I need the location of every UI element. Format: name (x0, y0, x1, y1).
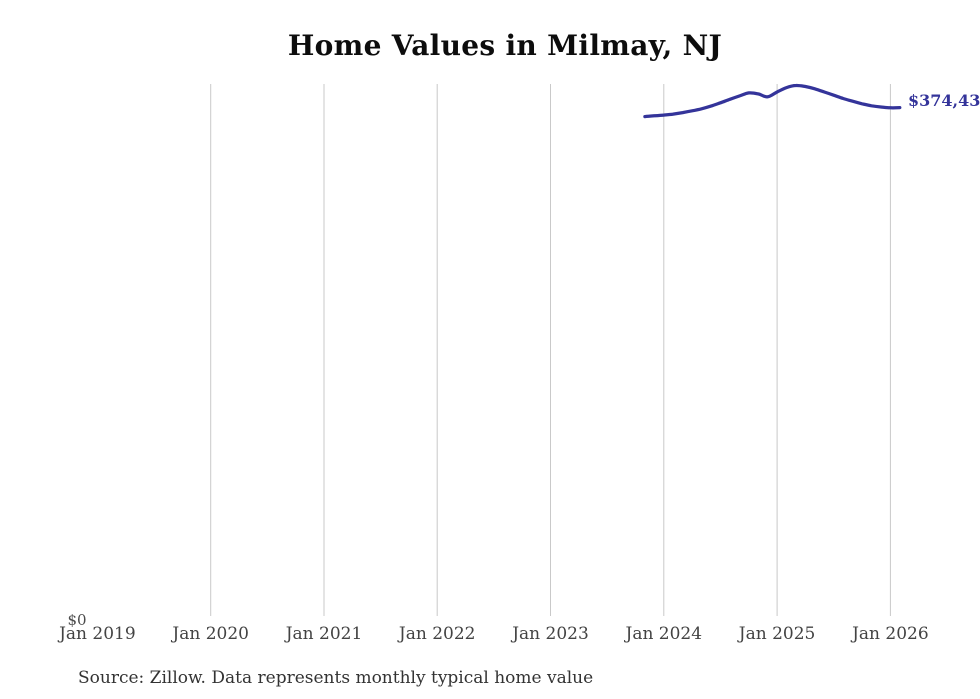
x-tick-label-jan-2025: Jan 2025 (738, 624, 816, 644)
x-tick-label-jan-2023: Jan 2023 (512, 624, 589, 644)
source-note: Source: Zillow. Data represents monthly … (78, 668, 594, 688)
x-tick-label-jan-2022: Jan 2022 (398, 624, 476, 644)
y-axis-zero-label: $0 (67, 611, 87, 629)
x-tick-label-jan-2026: Jan 2026 (852, 624, 929, 644)
x-tick-label-jan-2024: Jan 2024 (625, 624, 703, 644)
x-tick-label-jan-2019: Jan 2019 (59, 624, 136, 644)
x-tick-label-jan-2020: Jan 2020 (172, 624, 249, 644)
home-value-line-series (643, 83, 902, 119)
chart-title: Home Values in Milmay, NJ (287, 29, 723, 62)
latest-value-label: $374,433 (908, 91, 980, 110)
x-tick-label-jan-2021: Jan 2021 (285, 624, 363, 644)
